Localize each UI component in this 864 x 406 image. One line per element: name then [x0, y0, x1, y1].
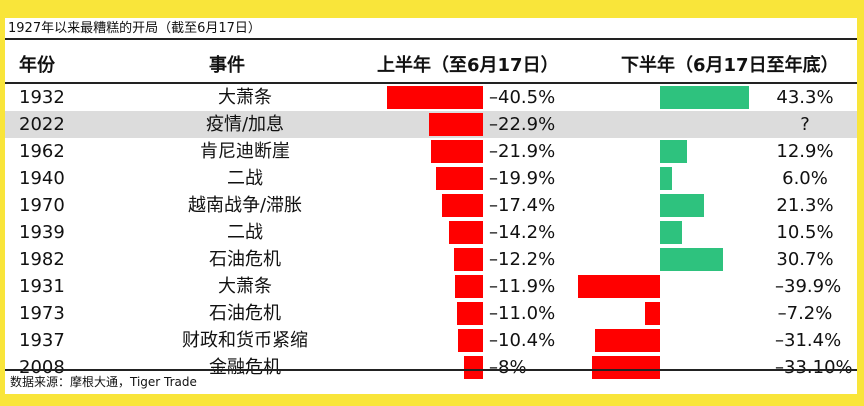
- second-half-bar: [660, 167, 673, 190]
- second-half-bar: [660, 221, 682, 244]
- header-year: 年份: [19, 55, 55, 76]
- chart-title: 1927年以来最糟糕的开局（截至6月17日）: [5, 18, 857, 40]
- first-half-value: –8%: [489, 357, 527, 378]
- row-event: 财政和货币紧缩: [182, 330, 308, 351]
- table-row: 1940 二战 –19.9% 6.0%: [5, 165, 857, 192]
- header-event: 事件: [209, 55, 245, 76]
- first-half-bar: [454, 275, 483, 298]
- first-half-value: –12.2%: [489, 249, 556, 270]
- second-half-bar: [645, 302, 660, 325]
- second-half-value: –33.10%: [775, 357, 853, 378]
- first-half-value: –19.9%: [489, 168, 556, 189]
- table-row: 1962 肯尼迪断崖 –21.9% 12.9%: [5, 138, 857, 165]
- second-half-bar: [660, 140, 687, 163]
- row-event: 二战: [227, 222, 263, 243]
- first-half-value: –40.5%: [489, 87, 556, 108]
- row-event: 越南战争/滞胀: [187, 195, 303, 216]
- first-half-bar: [458, 329, 483, 352]
- header-second-half: 下半年（6月17日至年底）: [621, 55, 839, 76]
- first-half-bar: [387, 86, 483, 109]
- table-row: 2022 疫情/加息 –22.9%?: [5, 111, 857, 138]
- first-half-bar: [457, 302, 483, 325]
- chart-card: 1927年以来最糟糕的开局（截至6月17日） 年份 事件 上半年（至6月17日）…: [5, 18, 857, 394]
- row-year: 2022: [19, 114, 65, 135]
- second-half-value: 43.3%: [776, 87, 834, 108]
- first-half-bar: [449, 221, 483, 244]
- second-half-bar: [660, 194, 704, 217]
- first-half-value: –21.9%: [489, 141, 556, 162]
- row-event: 石油危机: [209, 303, 281, 324]
- first-half-value: –10.4%: [489, 330, 556, 351]
- bottom-divider: [5, 369, 857, 371]
- first-half-value: –14.2%: [489, 222, 556, 243]
- row-year: 1937: [19, 330, 65, 351]
- row-year: 2008: [19, 357, 65, 378]
- row-event: 疫情/加息: [205, 114, 285, 135]
- second-half-value: –31.4%: [775, 330, 842, 351]
- table-row: 1932 大萧条 –40.5% 43.3%: [5, 84, 857, 111]
- table-row: 1939 二战 –14.2% 10.5%: [5, 219, 857, 246]
- row-year: 1982: [19, 249, 65, 270]
- first-half-bar: [436, 167, 483, 190]
- table-row: 1982 石油危机 –12.2% 30.7%: [5, 246, 857, 273]
- first-half-value: –22.9%: [489, 114, 556, 135]
- first-half-bar: [454, 248, 483, 271]
- second-half-value: ?: [800, 114, 810, 135]
- second-half-value: –39.9%: [775, 276, 842, 297]
- first-half-value: –17.4%: [489, 195, 556, 216]
- second-half-bar: [660, 86, 750, 109]
- table-header: 年份 事件 上半年（至6月17日） 下半年（6月17日至年底）: [5, 42, 857, 84]
- row-event: 大萧条: [218, 276, 272, 297]
- first-half-value: –11.9%: [489, 276, 556, 297]
- second-half-value: 6.0%: [782, 168, 828, 189]
- row-event: 二战: [227, 168, 263, 189]
- table-row: 1931 大萧条 –11.9% –39.9%: [5, 273, 857, 300]
- table-row: 1937 财政和货币紧缩 –10.4% –31.4%: [5, 327, 857, 354]
- first-half-bar: [428, 113, 483, 136]
- second-half-bar: [591, 356, 660, 379]
- second-half-value: 21.3%: [776, 195, 834, 216]
- table-row: 1973 石油危机 –11.0% –7.2%: [5, 300, 857, 327]
- second-half-value: –7.2%: [777, 303, 833, 324]
- first-half-value: –11.0%: [489, 303, 556, 324]
- row-year: 1970: [19, 195, 65, 216]
- row-year: 1932: [19, 87, 65, 108]
- source-note: 数据来源：摩根大通，Tiger Trade: [10, 375, 197, 389]
- row-event: 金融危机: [209, 357, 281, 378]
- row-year: 1939: [19, 222, 65, 243]
- first-half-bar: [464, 356, 483, 379]
- row-event: 大萧条: [218, 87, 272, 108]
- first-half-bar: [441, 194, 483, 217]
- row-year: 1973: [19, 303, 65, 324]
- second-half-value: 12.9%: [776, 141, 834, 162]
- second-half-bar: [595, 329, 660, 352]
- second-half-bar: [660, 248, 724, 271]
- row-event: 石油危机: [209, 249, 281, 270]
- table-row: 2008 金融危机 –8% –33.10%: [5, 354, 857, 381]
- second-half-value: 10.5%: [776, 222, 834, 243]
- row-year: 1940: [19, 168, 65, 189]
- header-first-half: 上半年（至6月17日）: [377, 55, 559, 76]
- first-half-bar: [431, 140, 483, 163]
- row-event: 肯尼迪断崖: [200, 141, 290, 162]
- second-half-value: 30.7%: [776, 249, 834, 270]
- row-year: 1931: [19, 276, 65, 297]
- table-row: 1970 越南战争/滞胀 –17.4% 21.3%: [5, 192, 857, 219]
- second-half-bar: [577, 275, 660, 298]
- row-year: 1962: [19, 141, 65, 162]
